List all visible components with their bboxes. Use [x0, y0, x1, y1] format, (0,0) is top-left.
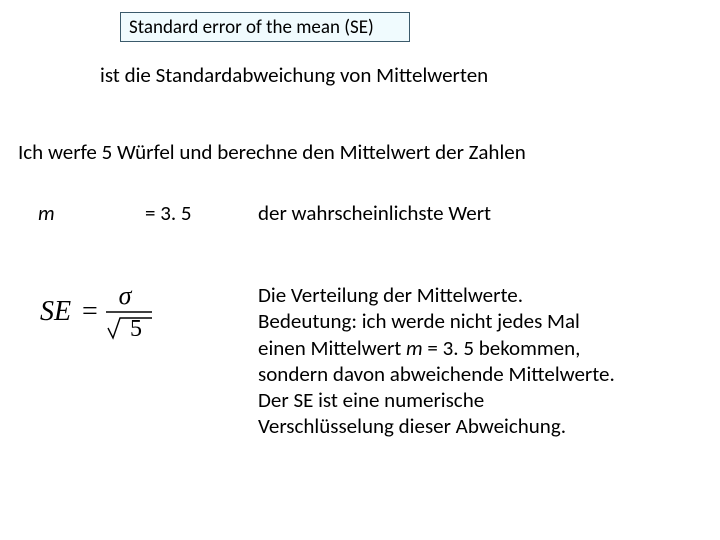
para-l3a: einen Mittelwert [258, 335, 406, 361]
task-line: Ich werfe 5 Würfel und berechne den Mitt… [18, 139, 526, 165]
formula-numerator: σ [119, 281, 133, 310]
subtitle-line: ist die Standardabweichung von Mittelwer… [100, 62, 488, 88]
mean-desc: der wahrscheinlichste Wert [258, 200, 491, 226]
para-l1: Die Verteilung der Mittelwerte. [258, 282, 523, 308]
formula-denominator: 5 [130, 316, 142, 342]
title-text: Standard error of the mean (SE) [129, 16, 374, 39]
para-l6: Verschlüsselung dieser Abweichung. [258, 413, 566, 439]
formula-eq: = [82, 296, 98, 327]
para-l2: Bedeutung: ich werde nicht jedes Mal [258, 308, 580, 334]
mean-value: = 3. 5 [145, 200, 192, 226]
para-l4: sondern davon abweichende Mittelwerte. [258, 361, 615, 387]
para-l3b: m [406, 335, 423, 361]
para-l3c: = 3. 5 bekommen, [423, 335, 581, 361]
slide: Standard error of the mean (SE) ist die … [0, 0, 720, 540]
se-formula: SE = σ 5 [40, 280, 180, 349]
para-l5: Der SE ist eine numerische [258, 387, 484, 413]
formula-svg: SE = σ 5 [40, 280, 180, 344]
formula-lhs: SE [40, 296, 71, 327]
mean-symbol: m [38, 200, 55, 226]
explanation-paragraph: Die Verteilung der Mittelwerte. Bedeutun… [258, 282, 678, 440]
title-box: Standard error of the mean (SE) [120, 12, 410, 42]
